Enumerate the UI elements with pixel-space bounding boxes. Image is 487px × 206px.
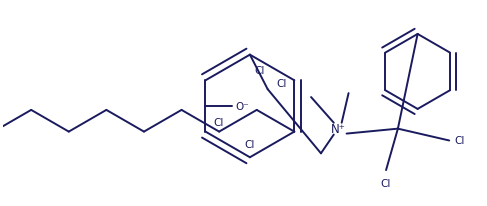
Text: Cl: Cl bbox=[276, 79, 286, 89]
Text: Cl: Cl bbox=[381, 178, 391, 188]
Text: Cl: Cl bbox=[454, 136, 465, 146]
Text: Cl: Cl bbox=[255, 65, 265, 75]
Text: O⁻: O⁻ bbox=[235, 102, 249, 111]
Text: N⁺: N⁺ bbox=[331, 123, 346, 136]
Text: Cl: Cl bbox=[213, 117, 224, 127]
Text: Cl: Cl bbox=[245, 140, 255, 150]
